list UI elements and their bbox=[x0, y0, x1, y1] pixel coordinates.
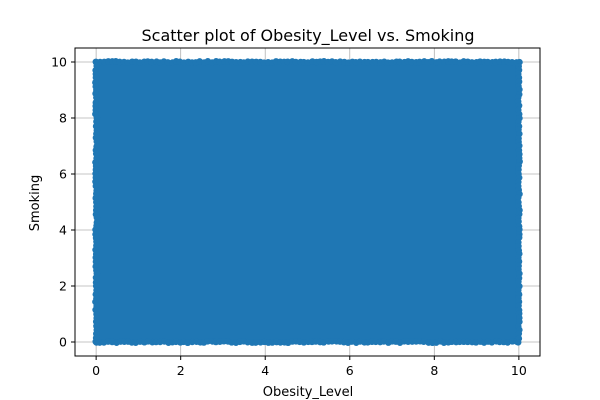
x-tick-label: 8 bbox=[430, 363, 438, 378]
scatter-point bbox=[93, 94, 100, 101]
scatter-point bbox=[92, 258, 100, 266]
x-tick-label: 6 bbox=[346, 363, 354, 378]
x-axis-ticks: 0 2 4 6 8 10 bbox=[92, 356, 527, 378]
axes-frame bbox=[74, 47, 541, 357]
scatter-point bbox=[148, 58, 155, 66]
y-tick-label: 10 bbox=[51, 55, 67, 70]
scatter-point bbox=[252, 339, 260, 346]
scatter-point bbox=[92, 226, 99, 234]
x-axis-label: Obesity_Level bbox=[263, 385, 353, 400]
scatter-point bbox=[516, 86, 523, 93]
y-axis-ticks: 0 2 4 6 8 10 bbox=[51, 55, 75, 350]
scatter-point bbox=[93, 138, 101, 145]
scatter-point bbox=[292, 58, 300, 66]
scatter-points bbox=[92, 57, 523, 347]
scatter-point bbox=[514, 194, 522, 201]
y-axis-label: Smoking bbox=[28, 175, 43, 232]
scatter-point bbox=[216, 58, 224, 66]
scatter-point bbox=[164, 59, 172, 66]
scatter-point bbox=[93, 214, 101, 221]
scatter-point bbox=[204, 337, 212, 345]
scatter-point bbox=[364, 58, 372, 66]
x-tick-label: 10 bbox=[511, 363, 527, 378]
y-tick-label: 4 bbox=[59, 223, 67, 238]
scatter-point bbox=[515, 218, 522, 225]
scatter-point bbox=[396, 58, 403, 66]
y-tick-label: 2 bbox=[59, 279, 67, 294]
chart-title: Scatter plot of Obesity_Level vs. Smokin… bbox=[141, 26, 474, 46]
scatter-point bbox=[93, 339, 100, 346]
x-tick-label: 2 bbox=[177, 363, 185, 378]
scatter-point bbox=[93, 118, 100, 125]
scatter-point bbox=[484, 58, 492, 66]
scatter-point bbox=[514, 339, 522, 346]
y-tick-label: 0 bbox=[59, 335, 67, 350]
scatter-point bbox=[515, 330, 523, 337]
scatter-point bbox=[92, 274, 100, 281]
scatter-point bbox=[516, 226, 523, 233]
y-tick-label: 6 bbox=[59, 167, 67, 182]
x-tick-label: 4 bbox=[261, 363, 269, 378]
scatter-point bbox=[92, 74, 100, 81]
y-tick-label: 8 bbox=[59, 111, 67, 126]
x-tick-label: 0 bbox=[92, 363, 100, 378]
scatter-point-cloud bbox=[96, 62, 519, 342]
scatter-point bbox=[420, 338, 428, 346]
scatter-point bbox=[436, 58, 443, 66]
